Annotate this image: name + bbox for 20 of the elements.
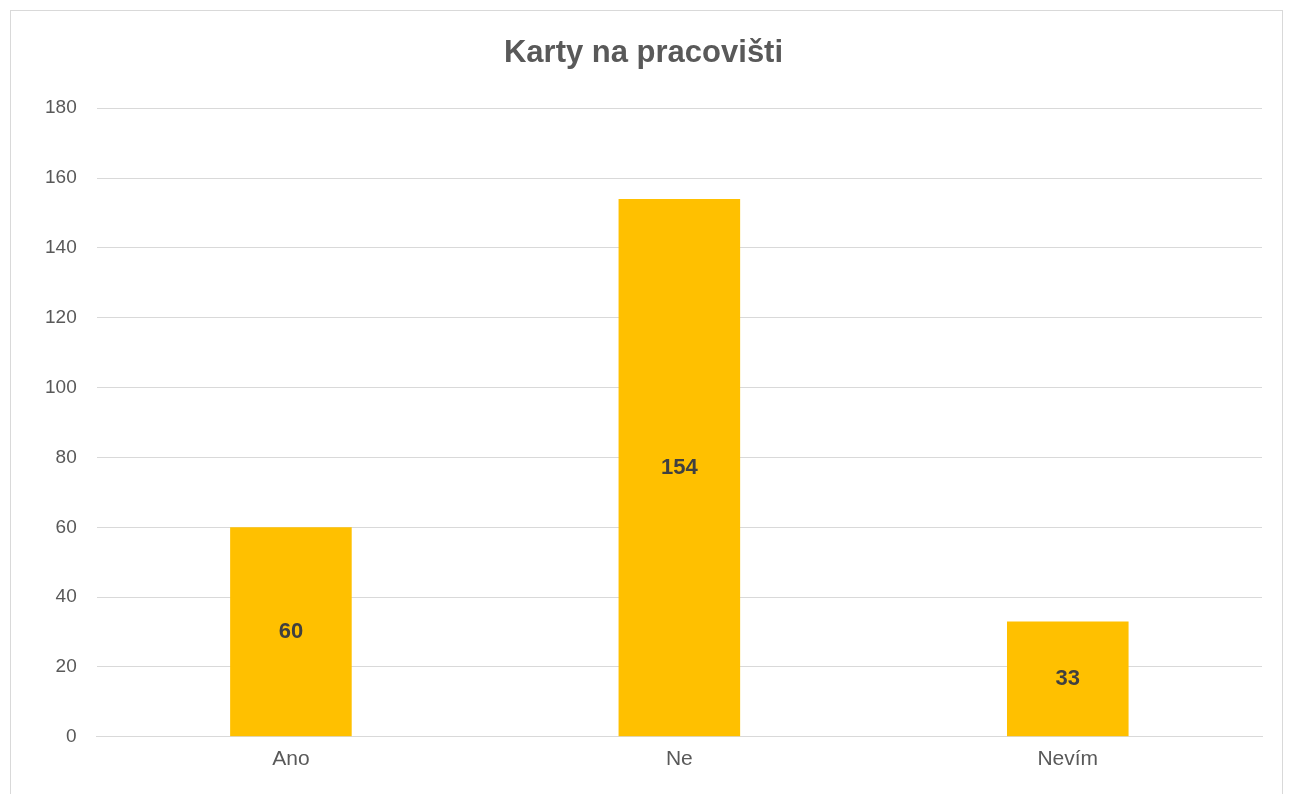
y-tick-label: 60 — [55, 515, 77, 537]
data-label: 60 — [278, 617, 304, 643]
y-tick-label: 40 — [55, 585, 77, 607]
y-tick-label: 0 — [66, 725, 77, 747]
y-tick-label: 100 — [45, 375, 77, 397]
bar — [230, 527, 352, 737]
x-tick-label: Ano — [272, 746, 310, 770]
chart-title: Karty na pracovišti — [503, 34, 784, 70]
data-label: 33 — [1055, 664, 1081, 690]
y-tick-label: 120 — [45, 305, 77, 327]
y-tick-label: 160 — [45, 166, 77, 188]
data-label: 154 — [660, 453, 699, 479]
x-tick-label: Nevím — [1037, 746, 1099, 770]
x-tick-label: Ne — [665, 746, 693, 770]
bar — [1006, 621, 1129, 737]
y-tick-label: 80 — [55, 445, 77, 467]
y-tick-label: 180 — [45, 96, 77, 118]
bar — [618, 199, 741, 737]
y-tick-label: 20 — [55, 655, 77, 677]
y-tick-label: 140 — [45, 236, 77, 258]
